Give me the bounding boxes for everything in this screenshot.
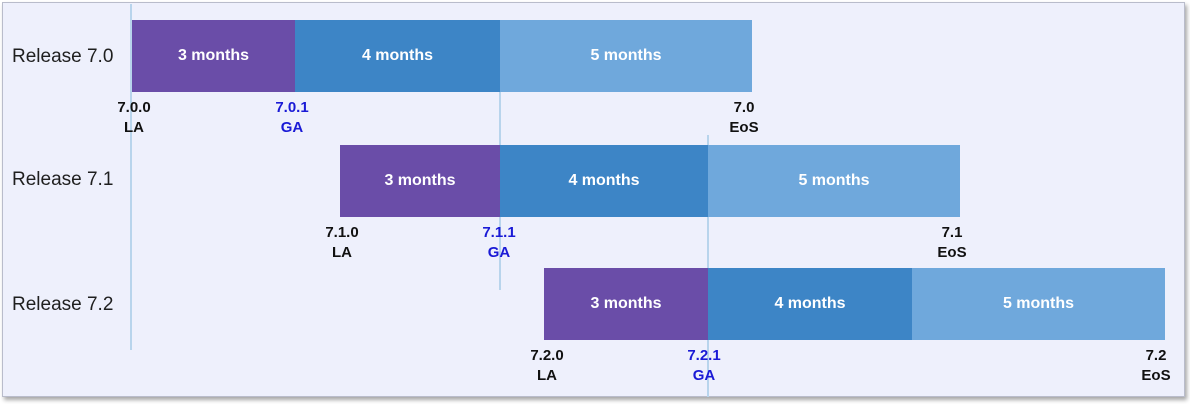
milestone-ga-7-0: 7.0.1 GA (252, 98, 332, 138)
release-label-7-1: Release 7.1 (12, 169, 114, 190)
milestone-type: GA (280, 119, 304, 136)
milestone-eos-7-2: 7.2 EoS (1116, 346, 1190, 386)
phase-2-label: 4 months (568, 172, 640, 189)
phase-3-bar-7-1: 5 months (708, 145, 960, 217)
phase-3-label: 5 months (798, 172, 870, 189)
milestone-version: 7.2.1 (687, 347, 721, 364)
milestone-version: 7.1 (941, 224, 963, 241)
phase-3-label: 5 months (590, 47, 662, 64)
milestone-la-7-2: 7.2.0 LA (507, 346, 587, 386)
phase-1-label: 3 months (384, 172, 456, 189)
milestone-type: EoS (937, 244, 967, 261)
phase-1-label: 3 months (590, 295, 662, 312)
phase-1-bar-7-2: 3 months (544, 268, 708, 340)
phase-1-label: 3 months (177, 47, 250, 64)
milestone-version: 7.1.0 (325, 224, 359, 241)
phase-3-label: 5 months (1002, 295, 1075, 312)
phase-2-bar-7-0: 4 months (295, 20, 500, 92)
phase-3-bar-7-2: 5 months (912, 268, 1165, 340)
milestone-type: LA (332, 244, 352, 261)
milestone-type: LA (124, 119, 144, 136)
milestone-eos-7-0: 7.0 EoS (704, 98, 784, 138)
release-label-7-2: Release 7.2 (12, 294, 114, 315)
guide-line-7-2-ga (707, 135, 709, 397)
phase-2-label: 4 months (361, 47, 434, 64)
milestone-version: 7.0 (733, 99, 755, 116)
release-label-7-0: Release 7.0 (12, 46, 114, 67)
milestone-type: GA (487, 244, 511, 261)
milestone-ga-7-2: 7.2.1 GA (664, 346, 744, 386)
milestone-type: EoS (729, 119, 759, 136)
milestone-type: EoS (1141, 367, 1171, 384)
milestone-version: 7.1.1 (482, 224, 516, 241)
guide-line-7-0-la (130, 4, 132, 350)
milestone-eos-7-1: 7.1 EoS (912, 223, 992, 263)
milestone-la-7-1: 7.1.0 LA (302, 223, 382, 263)
milestone-version: 7.2 (1145, 347, 1167, 364)
phase-2-label: 4 months (774, 295, 846, 312)
milestone-version: 7.2.0 (530, 347, 564, 364)
milestone-type: GA (692, 367, 716, 384)
phase-2-bar-7-1: 4 months (500, 145, 708, 217)
milestone-ga-7-1: 7.1.1 GA (459, 223, 539, 263)
phase-1-bar-7-0: 3 months (132, 20, 295, 92)
milestone-version: 7.0.0 (117, 99, 151, 116)
milestone-version: 7.0.1 (275, 99, 309, 116)
phase-1-bar-7-1: 3 months (340, 145, 500, 217)
phase-2-bar-7-2: 4 months (708, 268, 912, 340)
milestone-la-7-0: 7.0.0 LA (94, 98, 174, 138)
phase-3-bar-7-0: 5 months (500, 20, 752, 92)
milestone-type: LA (537, 367, 557, 384)
